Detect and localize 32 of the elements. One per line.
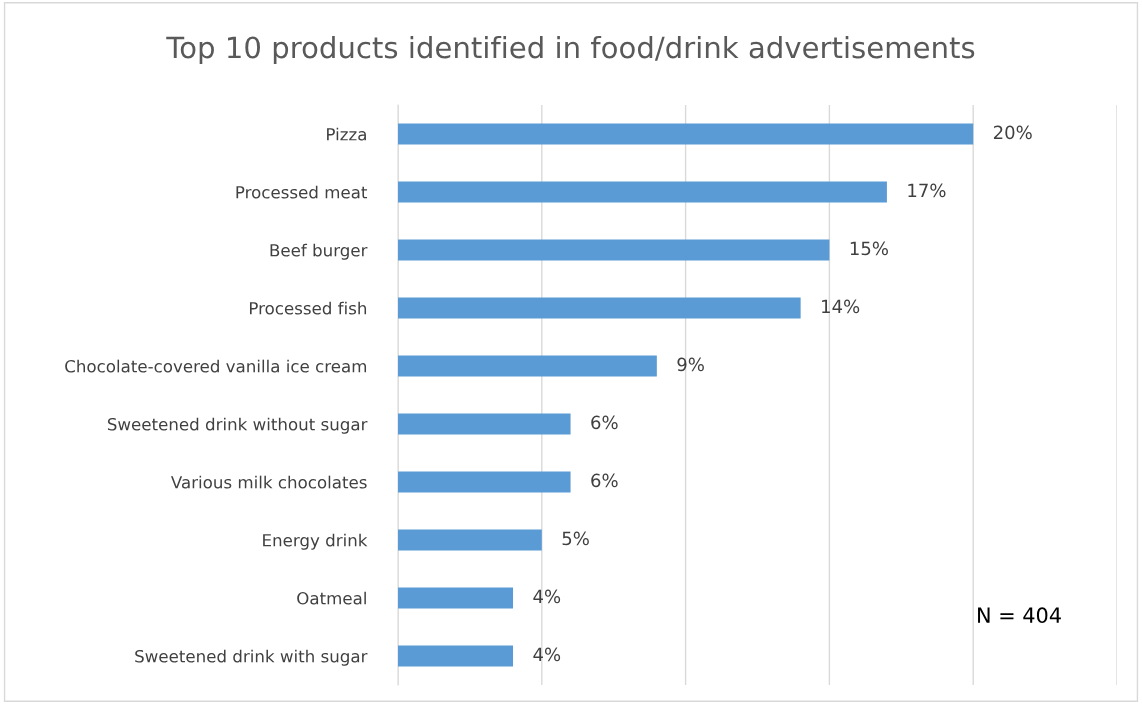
data-label: 5%: [562, 531, 589, 546]
bar: [398, 587, 514, 609]
y-tick-label: Processed meat: [236, 185, 368, 199]
bar: [398, 529, 542, 551]
data-label: 6%: [591, 473, 618, 488]
y-tick-label: Various milk chocolates: [170, 475, 367, 489]
data-label: 9%: [677, 357, 704, 372]
bar: [398, 239, 830, 261]
data-label: 14%: [822, 299, 860, 314]
y-tick-label: Sweetened drink with sugar: [135, 649, 368, 666]
data-label: 15%: [850, 241, 888, 256]
annotation: N = 404: [978, 607, 1061, 624]
bar: [398, 471, 571, 493]
data-label: 20%: [993, 125, 1032, 140]
y-tick-label: Oatmeal: [297, 591, 366, 605]
data-label: 6%: [591, 415, 618, 430]
bar: [398, 123, 974, 145]
y-tick-label: Pizza: [327, 127, 366, 141]
data-label: 4%: [533, 647, 561, 662]
chart-title: Top 10 products identified in food/drink advertisements: [166, 35, 975, 65]
bar: [398, 413, 571, 435]
y-tick-label: Beef burger: [270, 243, 368, 260]
data-label: 4%: [533, 589, 561, 604]
y-tick-label: Energy drink: [263, 533, 368, 550]
bar: [398, 181, 887, 203]
bar: [398, 645, 514, 667]
data-label: 17%: [908, 183, 946, 198]
y-tick-label: Processed fish: [249, 301, 367, 315]
y-tick-label: Sweetened drink without sugar: [107, 417, 368, 434]
bar: [398, 297, 801, 319]
y-tick-label: Chocolate-covered vanilla ice cream: [65, 359, 367, 373]
bar: [398, 355, 657, 377]
